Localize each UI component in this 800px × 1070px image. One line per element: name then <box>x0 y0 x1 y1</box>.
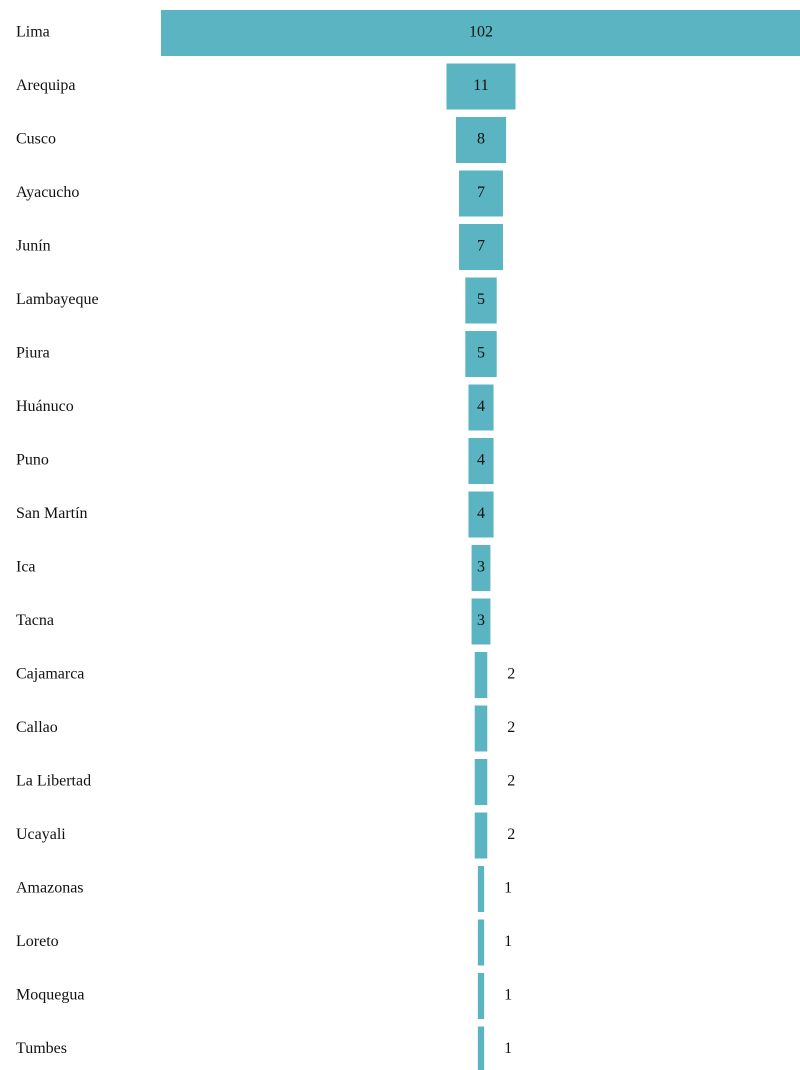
category-label: Callao <box>16 719 58 736</box>
bar <box>471 545 491 591</box>
bar <box>468 384 494 431</box>
category-label: Huánuco <box>16 398 74 415</box>
value-label: 2 <box>507 666 515 683</box>
category-label: Cusco <box>16 131 56 148</box>
value-label: 1 <box>504 1040 512 1057</box>
value-label: 5 <box>477 345 485 362</box>
category-label: Loreto <box>16 933 59 950</box>
category-label: Cajamarca <box>16 666 84 683</box>
bar <box>477 866 485 912</box>
category-label: Lima <box>16 24 50 41</box>
value-label: 1 <box>504 933 512 950</box>
category-label: Ayacucho <box>16 184 79 201</box>
value-label: 1 <box>504 880 512 897</box>
bar <box>468 491 494 538</box>
value-label: 4 <box>477 398 485 415</box>
bar <box>465 331 497 377</box>
bar <box>459 170 503 217</box>
bar <box>471 598 491 645</box>
bar <box>161 10 800 56</box>
bar <box>474 759 488 805</box>
category-label: Tumbes <box>16 1040 67 1057</box>
value-label: 11 <box>473 77 488 94</box>
value-label: 4 <box>477 505 485 522</box>
category-label: Ica <box>16 559 36 576</box>
value-label: 3 <box>477 612 485 629</box>
category-label: Arequipa <box>16 77 76 94</box>
category-label: San Martín <box>16 505 88 522</box>
bar <box>446 63 516 110</box>
category-label: Puno <box>16 452 49 469</box>
value-label: 2 <box>507 719 515 736</box>
bar <box>465 277 497 324</box>
bar <box>474 705 488 752</box>
bar <box>468 438 494 484</box>
bar <box>459 224 503 270</box>
value-label: 1 <box>504 987 512 1004</box>
category-label: Piura <box>16 345 50 362</box>
category-label: Junín <box>16 238 51 255</box>
value-label: 3 <box>477 559 485 576</box>
value-label: 102 <box>469 24 493 41</box>
value-label: 4 <box>477 452 485 469</box>
bar <box>477 919 485 966</box>
category-label: Tacna <box>16 612 54 629</box>
bar <box>477 973 485 1019</box>
category-label: Moquegua <box>16 987 84 1004</box>
value-label: 5 <box>477 291 485 308</box>
category-label: La Libertad <box>16 773 91 790</box>
value-label: 8 <box>477 131 485 148</box>
category-label: Lambayeque <box>16 291 99 308</box>
value-label: 2 <box>507 773 515 790</box>
category-label: Amazonas <box>16 880 84 897</box>
bar <box>474 812 488 859</box>
bar <box>477 1026 485 1070</box>
bar <box>455 117 507 163</box>
value-label: 7 <box>477 238 485 255</box>
value-label: 2 <box>507 826 515 843</box>
category-label: Ucayali <box>16 826 66 843</box>
value-label: 7 <box>477 184 485 201</box>
bar <box>474 652 488 698</box>
